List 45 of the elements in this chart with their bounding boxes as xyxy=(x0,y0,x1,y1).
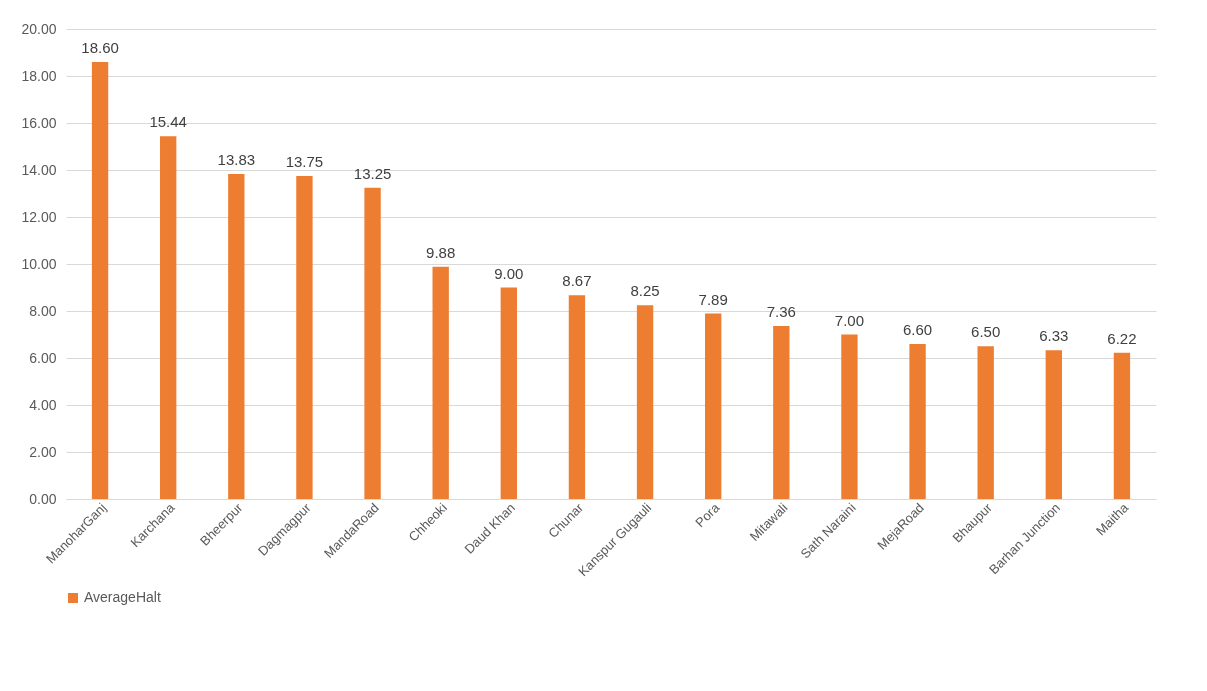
bar xyxy=(841,334,858,499)
data-label: 7.36 xyxy=(766,303,796,321)
data-label: 9.88 xyxy=(426,243,456,261)
bar xyxy=(364,187,381,499)
y-tick-label: 2.00 xyxy=(29,443,57,460)
data-label: 13.83 xyxy=(217,150,256,168)
y-tick-label: 16.00 xyxy=(21,114,57,131)
y-tick-label: 12.00 xyxy=(21,208,57,225)
data-label: 15.44 xyxy=(149,113,187,131)
data-label: 7.00 xyxy=(834,311,865,329)
bar xyxy=(773,326,790,499)
bar xyxy=(160,136,177,499)
y-tick-label: 6.00 xyxy=(29,349,57,366)
bar xyxy=(977,346,994,499)
bar xyxy=(91,61,109,499)
bar xyxy=(636,305,654,499)
y-tick-label: 14.00 xyxy=(21,161,57,178)
data-label: 8.67 xyxy=(562,272,592,290)
data-label: 13.25 xyxy=(353,164,392,182)
bar xyxy=(432,266,449,499)
data-label: 6.60 xyxy=(902,320,933,338)
y-tick-label: 0.00 xyxy=(29,490,57,507)
y-tick-label: 10.00 xyxy=(21,255,57,272)
bar xyxy=(1113,352,1131,499)
bar xyxy=(568,295,586,499)
data-label: 6.22 xyxy=(1107,329,1137,347)
y-tick-label: 18.00 xyxy=(21,67,57,84)
y-tick-label: 4.00 xyxy=(29,396,57,413)
data-label: 8.25 xyxy=(630,282,660,300)
bar xyxy=(500,287,517,499)
data-label: 18.60 xyxy=(81,38,119,56)
data-label: 6.33 xyxy=(1039,327,1069,345)
data-label: 6.50 xyxy=(971,323,1001,341)
data-label: 13.75 xyxy=(285,152,324,170)
data-label: 7.89 xyxy=(698,290,728,308)
bar xyxy=(296,175,313,499)
bar xyxy=(228,174,245,499)
bar xyxy=(909,343,926,499)
y-tick-label: 8.00 xyxy=(29,302,57,319)
bar xyxy=(705,313,722,499)
bar xyxy=(1045,350,1062,499)
x-tick-label: Pora xyxy=(692,499,723,531)
y-tick-label: 20.00 xyxy=(21,20,57,37)
data-label: 9.00 xyxy=(494,264,524,282)
legend-label: AverageHalt xyxy=(84,589,161,605)
